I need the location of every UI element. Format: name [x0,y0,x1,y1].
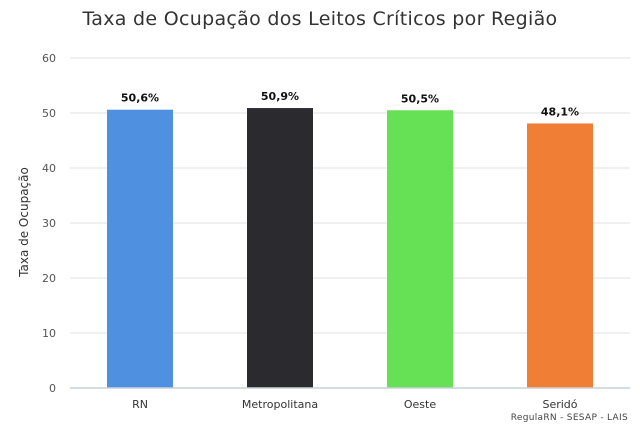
chart-title: Taxa de Ocupação dos Leitos Críticos por… [82,8,558,30]
bar [387,110,453,388]
y-tick-label: 20 [42,272,56,285]
y-tick-label: 30 [42,217,56,230]
data-label: 50,5% [401,92,439,105]
x-tick-label: Metropolitana [242,398,318,411]
x-tick-label: RN [132,398,148,411]
y-tick-label: 50 [42,107,56,120]
x-tick-label: Seridó [542,398,577,411]
y-tick-label: 40 [42,162,56,175]
data-label: 50,6% [121,92,159,105]
bar [107,109,173,388]
data-label: 50,9% [261,90,299,103]
y-tick-label: 10 [42,327,56,340]
bar [527,123,593,388]
credit-text: RegulaRN - SESAP - LAIS [510,413,628,423]
x-tick-label: Oeste [404,398,436,411]
y-tick-label: 60 [42,52,56,65]
y-tick-label: 0 [49,382,56,395]
bar [247,108,313,389]
data-label: 48,1% [541,105,579,118]
